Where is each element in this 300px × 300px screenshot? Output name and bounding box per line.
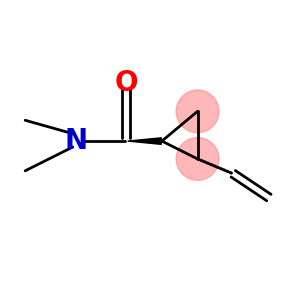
Text: O: O [115, 69, 138, 97]
Circle shape [176, 137, 219, 180]
Circle shape [176, 90, 219, 133]
Polygon shape [128, 138, 161, 144]
Text: N: N [64, 127, 87, 155]
